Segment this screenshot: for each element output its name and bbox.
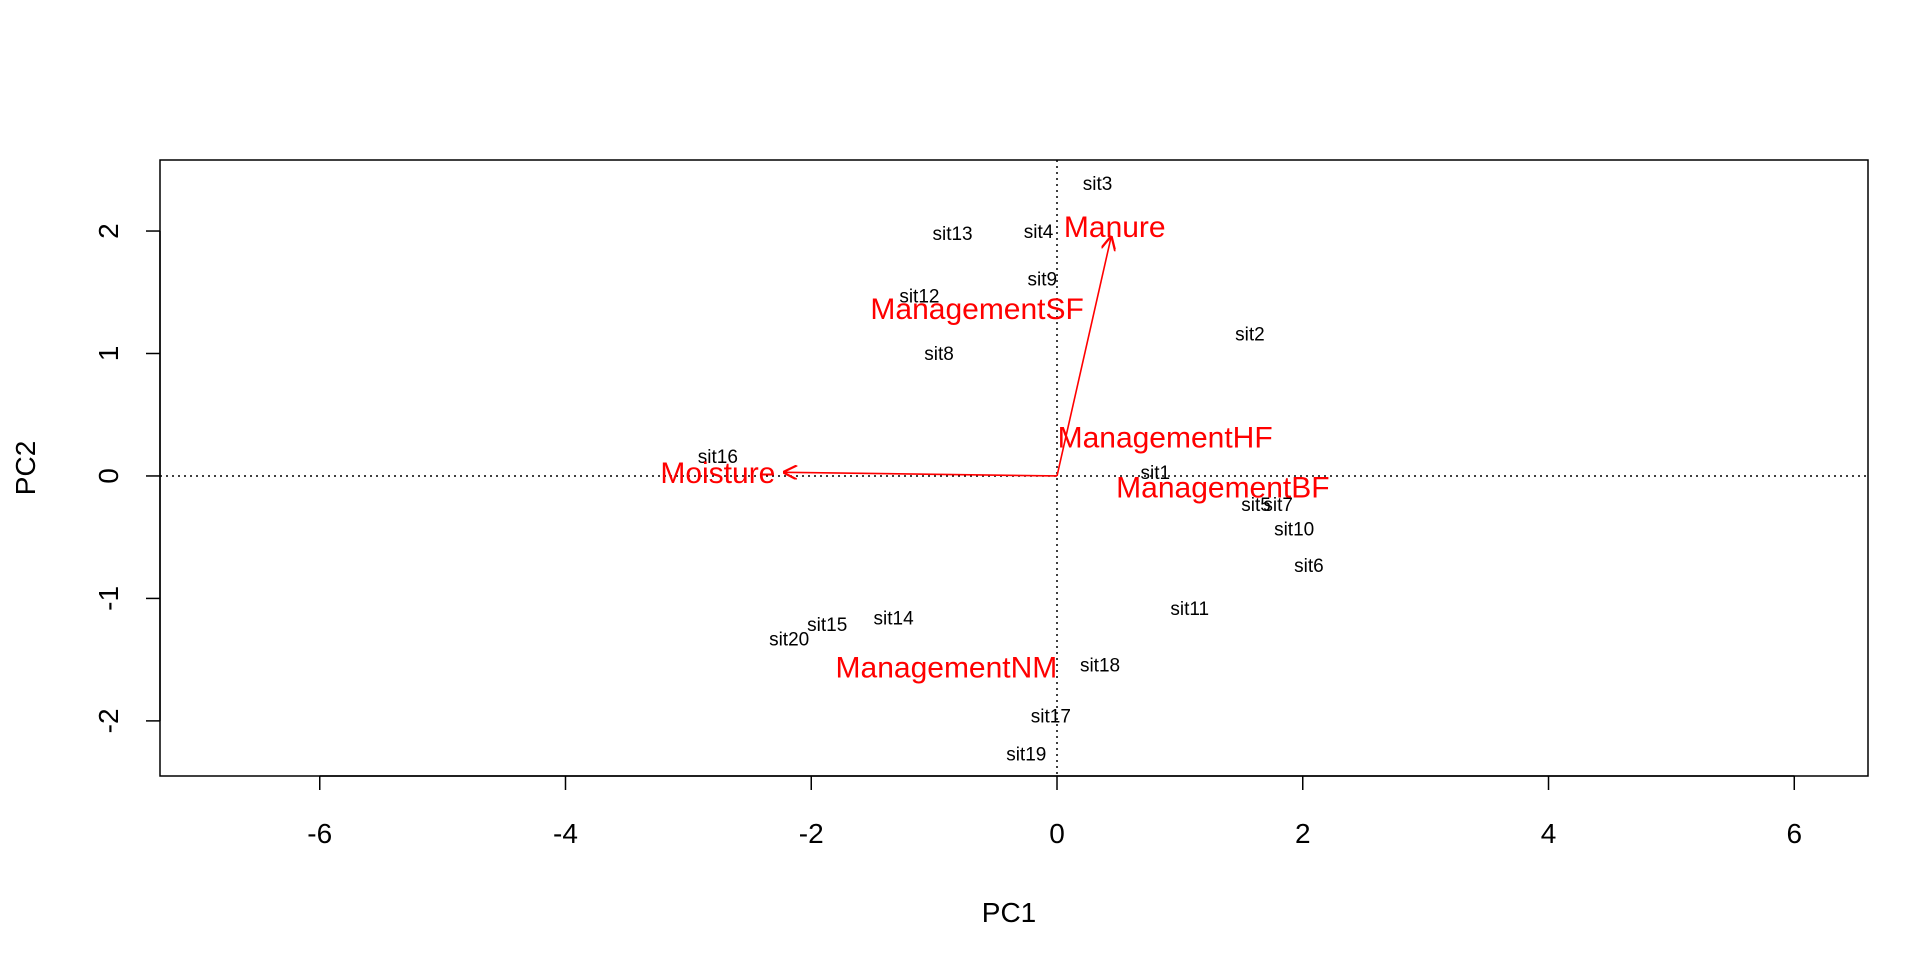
x-tick-label: 4 <box>1541 818 1557 849</box>
site-label: sit8 <box>924 344 954 365</box>
site-label: sit12 <box>899 287 939 308</box>
y-tick-label: 2 <box>93 223 124 239</box>
y-tick-label: -2 <box>93 708 124 733</box>
x-tick-label: -4 <box>553 818 578 849</box>
site-label: sit6 <box>1294 556 1324 577</box>
site-label: sit15 <box>807 615 847 636</box>
site-label: sit10 <box>1274 519 1314 540</box>
site-label: sit4 <box>1024 222 1054 243</box>
y-tick-label: 0 <box>93 468 124 484</box>
site-label: sit9 <box>1027 270 1057 291</box>
variable-label: ManagementHF <box>1058 421 1273 454</box>
variable-label: Manure <box>1064 211 1166 244</box>
site-label: sit1 <box>1141 463 1171 484</box>
site-label: sit17 <box>1031 707 1071 728</box>
site-label: sit11 <box>1170 599 1209 620</box>
site-label: sit16 <box>698 447 738 468</box>
site-label: sit13 <box>932 224 972 245</box>
x-tick-label: 6 <box>1786 818 1802 849</box>
site-label: sit18 <box>1080 655 1120 676</box>
site-label: sit19 <box>1006 745 1046 766</box>
variable-arrow <box>1056 237 1111 477</box>
y-axis-label: PC2 <box>10 441 41 495</box>
variable-label: Moisture <box>660 457 775 490</box>
x-tick-label: -6 <box>307 818 332 849</box>
site-label: sit14 <box>874 609 915 630</box>
site-label: sit2 <box>1235 325 1265 346</box>
site-label: sit7 <box>1263 495 1293 516</box>
x-tick-label: 0 <box>1049 818 1065 849</box>
variable-label: ManagementBF <box>1116 472 1329 505</box>
site-label: sit20 <box>769 630 809 651</box>
site-label: sit5 <box>1241 495 1271 516</box>
variable-label: ManagementSF <box>870 293 1083 326</box>
x-axis-label: PC1 <box>982 897 1036 928</box>
variable-label: ManagementNM <box>836 652 1058 685</box>
y-tick-label: -1 <box>93 586 124 611</box>
x-tick-label: 2 <box>1295 818 1311 849</box>
x-tick-label: -2 <box>799 818 824 849</box>
site-label: sit3 <box>1083 174 1113 195</box>
variable-arrow <box>784 472 1058 476</box>
y-tick-label: 1 <box>93 346 124 362</box>
